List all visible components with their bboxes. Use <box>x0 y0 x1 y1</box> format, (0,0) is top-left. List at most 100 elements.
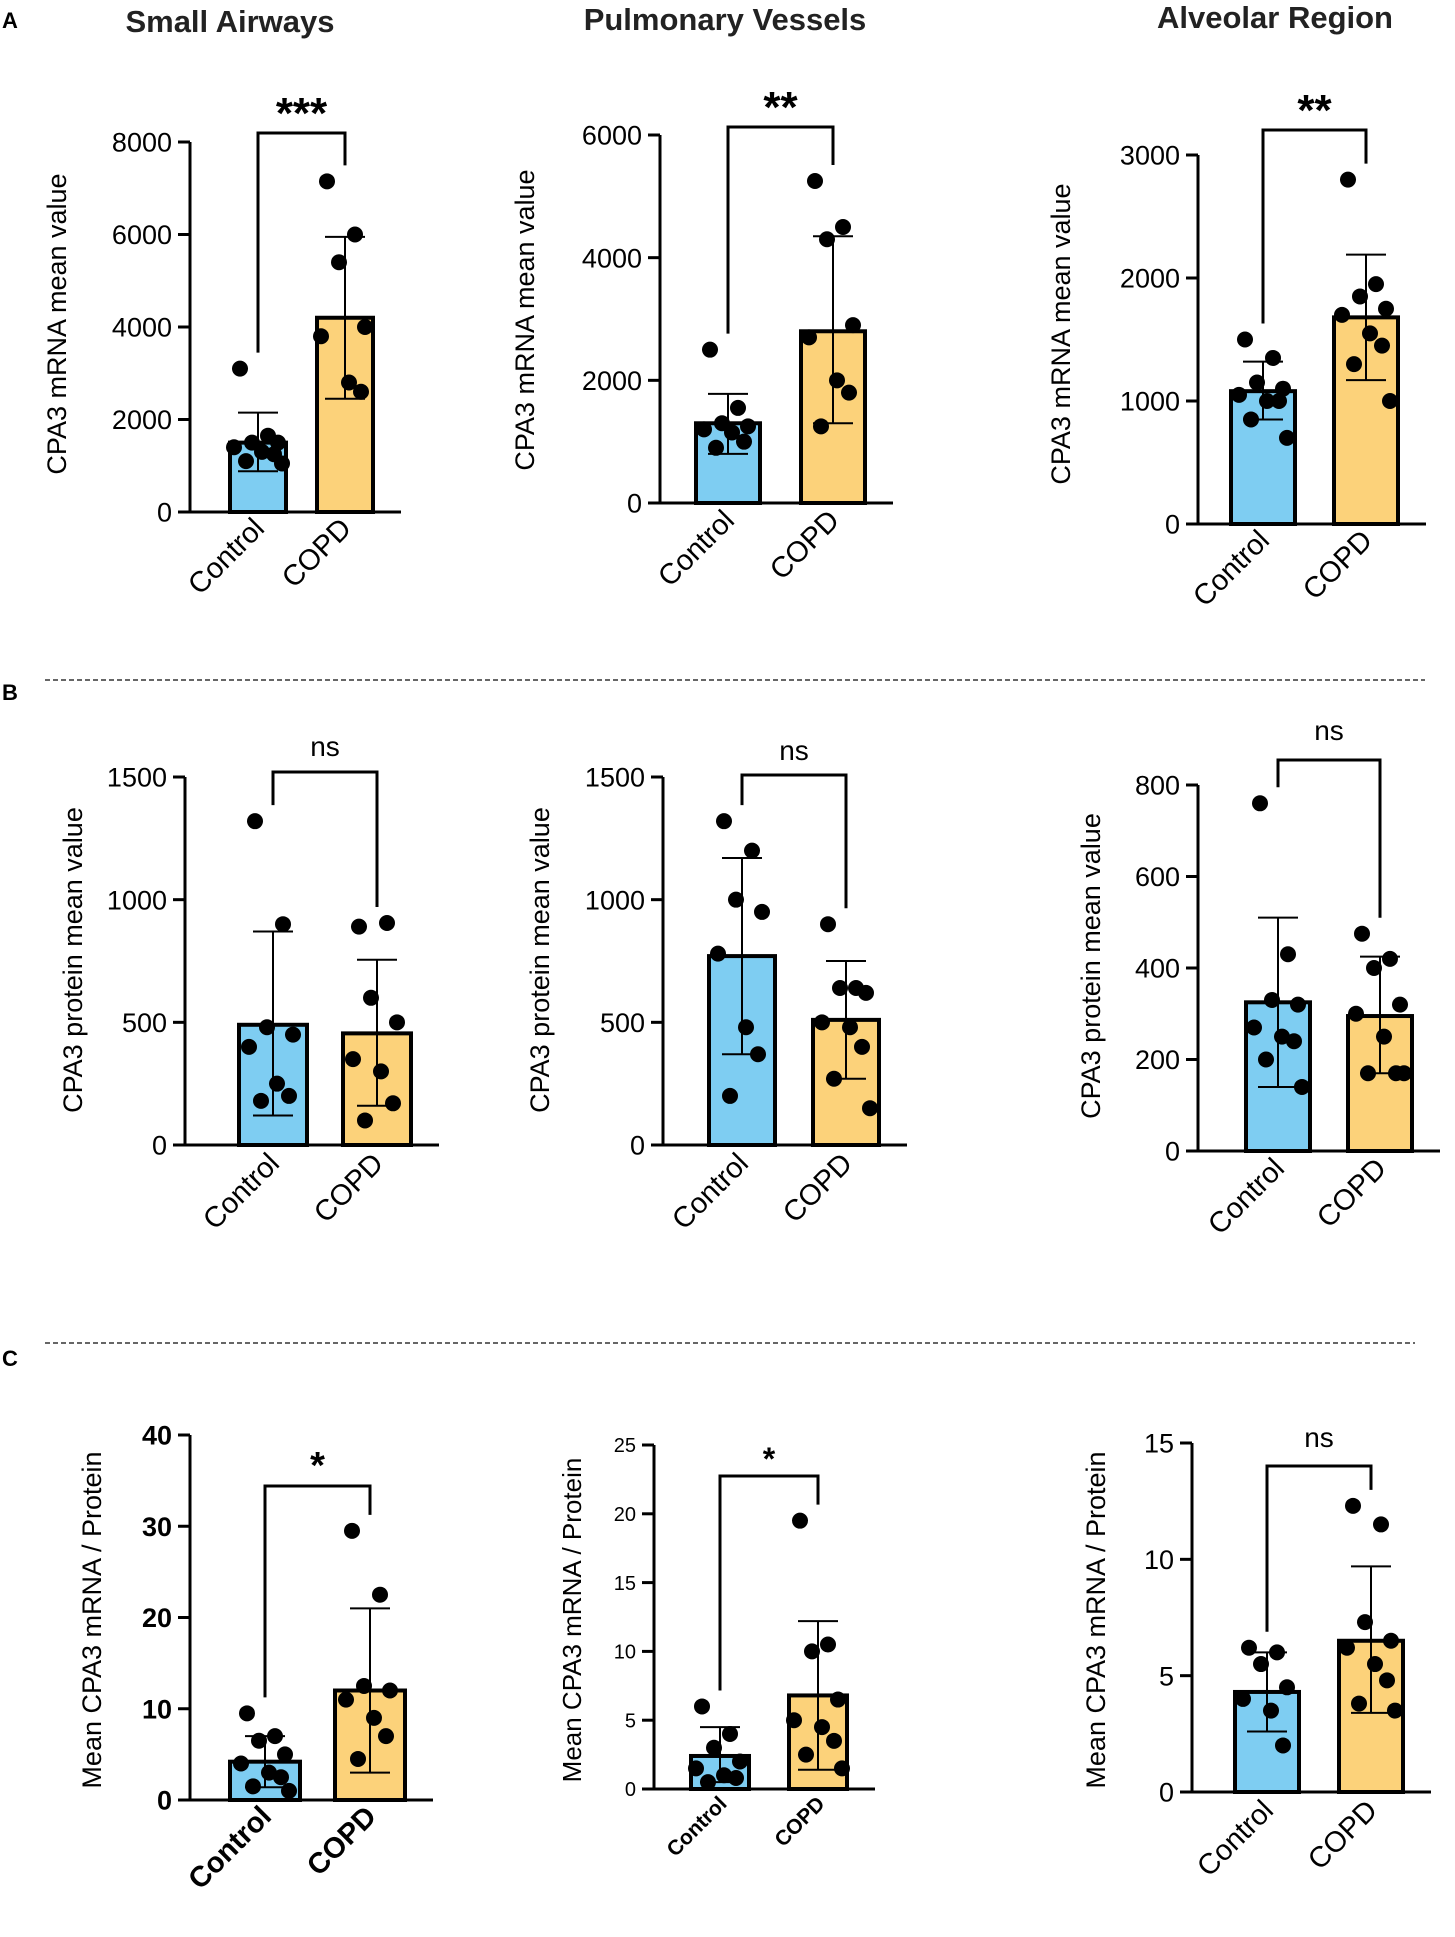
chart-panel-a3: Alveolar Region CPA3 mRNA mean value 0 1000… <box>1046 0 1426 613</box>
y-tick-label: 10 <box>1144 1545 1174 1575</box>
data-point-control <box>1265 349 1281 366</box>
y-tick-label: 30 <box>142 1512 172 1542</box>
data-point-copd <box>351 918 367 935</box>
chart-panel-b1: CPA3 protein mean value 0 500 1000 1500 Contr… <box>58 731 439 1236</box>
data-point-control <box>253 1092 269 1109</box>
x-category-label: Control <box>182 512 271 601</box>
data-point-copd <box>830 1691 846 1708</box>
data-point-control <box>259 1019 275 1036</box>
y-axis-label: CPA3 mRNA mean value <box>1046 183 1076 484</box>
section-label-a: A <box>2 8 18 33</box>
data-point-copd <box>1334 306 1350 323</box>
data-point-copd <box>1382 393 1398 409</box>
y-tick-label: 1500 <box>585 763 645 793</box>
data-point-copd <box>1396 1065 1412 1082</box>
data-point-copd <box>344 1522 360 1539</box>
data-point-control <box>277 1746 293 1763</box>
data-point-copd <box>842 1019 858 1036</box>
y-tick-label: 800 <box>1135 771 1180 801</box>
significance-label: ns <box>1314 715 1344 746</box>
chart-panel-c3: Mean CPA3 mRNA / Protein 0 5 10 15 Control COP… <box>1081 1422 1431 1883</box>
significance-label: * <box>310 1445 325 1487</box>
significance-bracket <box>740 773 848 909</box>
x-category-label: COPD <box>276 512 358 594</box>
chart-panel-c1: Mean CPA3 mRNA / Protein 0 10 20 30 40 Control… <box>77 1421 433 1896</box>
data-point-control <box>740 418 756 435</box>
data-point-copd <box>807 173 823 189</box>
data-point-copd <box>814 1719 830 1736</box>
y-tick-label: 400 <box>1135 954 1180 984</box>
y-tick-label: 3000 <box>1120 141 1180 171</box>
section-label-c: C <box>2 1346 18 1371</box>
y-tick-label: 5 <box>625 1710 636 1732</box>
chart-panel-b2: CPA3 protein mean value 0 500 1000 1500 Contr… <box>525 735 907 1236</box>
x-category-label: COPD <box>764 504 846 586</box>
data-point-copd <box>1352 288 1368 305</box>
data-point-copd <box>834 1760 850 1777</box>
significance-bracket <box>718 1474 820 1691</box>
data-point-control <box>700 1774 716 1791</box>
significance-label: ** <box>763 83 798 132</box>
data-point-copd <box>357 319 373 335</box>
y-tick-label: 600 <box>1135 862 1180 892</box>
data-point-copd <box>347 226 363 243</box>
data-point-copd <box>1374 337 1390 354</box>
x-category-label: Control <box>1187 524 1276 613</box>
data-point-control <box>702 341 718 358</box>
data-point-copd <box>1339 1639 1355 1656</box>
data-point-control <box>232 360 248 377</box>
data-point-copd <box>798 1746 814 1763</box>
data-point-copd <box>1376 1028 1392 1045</box>
y-tick-label: 0 <box>1165 510 1180 540</box>
data-point-control <box>267 1728 283 1745</box>
data-point-copd <box>319 173 335 190</box>
y-axis-label: CPA3 protein mean value <box>525 807 555 1113</box>
y-tick-label: 1000 <box>1120 387 1180 417</box>
x-category-label: COPD <box>777 1147 859 1229</box>
data-point-control <box>275 916 291 933</box>
y-tick-label: 20 <box>614 1504 636 1526</box>
y-tick-label: 1000 <box>107 885 167 915</box>
data-point-copd <box>819 231 835 248</box>
y-tick-label: 5 <box>1159 1661 1174 1691</box>
x-category-label: Control <box>1202 1152 1291 1241</box>
data-point-control <box>238 453 254 470</box>
data-point-copd <box>363 989 379 1006</box>
data-point-control <box>1264 992 1280 1009</box>
data-point-control <box>247 813 263 830</box>
data-point-control <box>281 1087 297 1104</box>
x-category-label: COPD <box>308 1147 390 1229</box>
y-tick-label: 40 <box>142 1421 172 1451</box>
data-point-control <box>750 1046 766 1063</box>
data-point-copd <box>331 254 347 271</box>
data-point-control <box>716 813 732 830</box>
data-point-control <box>274 455 290 472</box>
data-point-copd <box>357 1112 373 1129</box>
data-point-control <box>1269 1644 1285 1661</box>
chart-panel-c2: Mean CPA3 mRNA / Protein 0 5 10 15 20 25 Contro… <box>557 1435 875 1861</box>
y-tick-label: 0 <box>1159 1778 1174 1808</box>
x-category-label: COPD <box>1297 524 1379 606</box>
data-point-control <box>241 1038 257 1055</box>
data-point-control <box>1241 1639 1257 1656</box>
data-point-control <box>233 1755 249 1772</box>
y-tick-label: 10 <box>614 1642 636 1664</box>
y-tick-label: 2000 <box>1120 264 1180 294</box>
data-point-control <box>1246 1019 1262 1036</box>
x-category-label: Control <box>1191 1794 1280 1883</box>
y-tick-label: 0 <box>1165 1137 1180 1167</box>
y-tick-label: 4000 <box>582 243 642 273</box>
data-point-control <box>1290 996 1306 1013</box>
data-point-control <box>736 433 752 450</box>
x-category-label: Control <box>662 1792 731 1861</box>
y-tick-label: 20 <box>142 1603 172 1633</box>
data-point-control <box>239 1705 255 1722</box>
significance-label: ns <box>310 731 340 762</box>
data-point-copd <box>826 1732 842 1749</box>
data-point-copd <box>858 984 874 1001</box>
chart-title: Small Airways <box>125 4 334 39</box>
data-point-copd <box>804 1643 820 1660</box>
data-point-copd <box>345 1051 361 1068</box>
data-point-control <box>254 443 270 460</box>
data-point-control <box>1279 1679 1295 1696</box>
